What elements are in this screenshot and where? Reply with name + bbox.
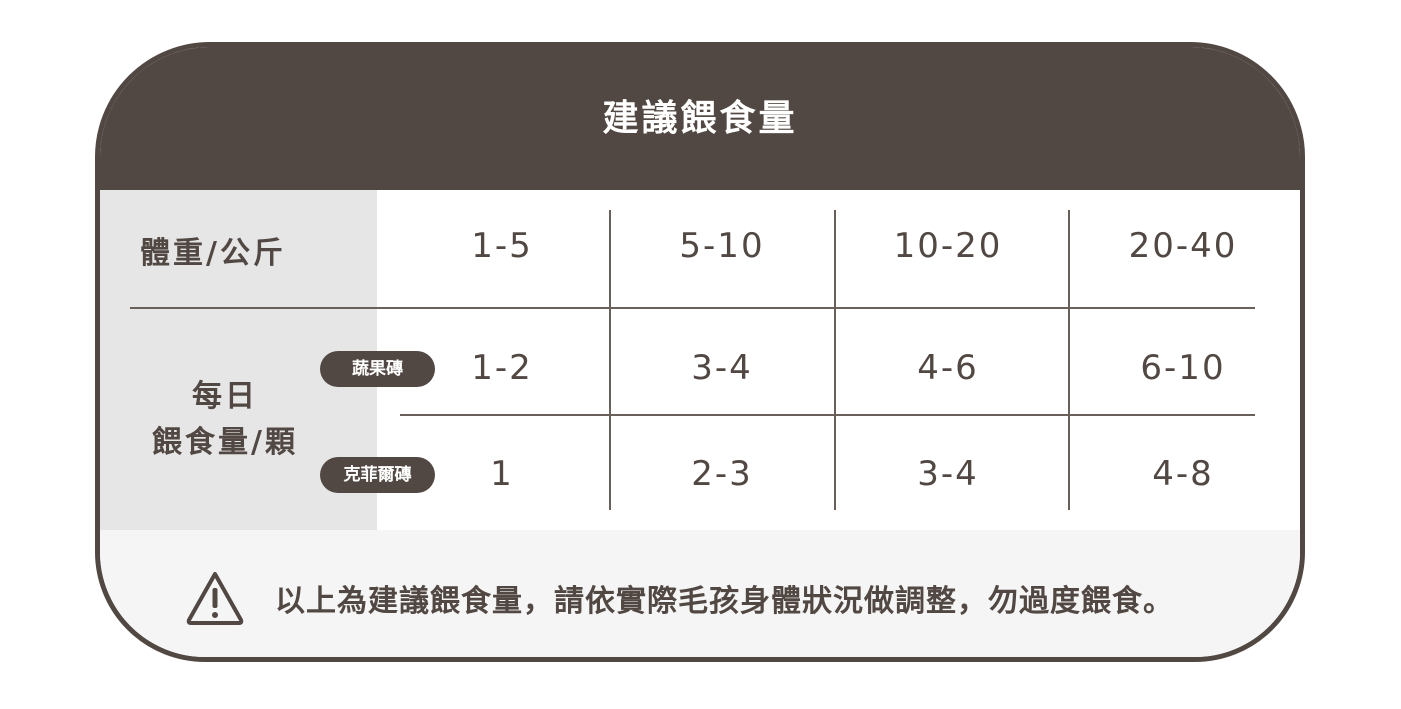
row-label-veg-brick: 蔬果磚 [320, 351, 435, 387]
daily-amount-header-line2: 餵食量/顆 [152, 425, 298, 460]
row-divider [130, 307, 1255, 309]
notice-band [100, 530, 1300, 657]
notice: 以上為建議餵食量，請依實際毛孩身體狀況做調整，勿過度餵食。 [185, 570, 1174, 626]
veg-brick-cell: 1-2 [471, 348, 533, 388]
veg-brick-cell: 4-6 [917, 348, 979, 388]
column-divider [834, 210, 836, 510]
feeding-guide-card: 建議餵食量 [95, 42, 1305, 662]
daily-amount-header-line1: 每日 [192, 379, 258, 414]
weight-cell: 1-5 [471, 226, 533, 266]
veg-brick-cell: 3-4 [691, 348, 753, 388]
kefir-brick-cell: 4-8 [1152, 454, 1214, 494]
page-title: 建議餵食量 [100, 47, 1300, 190]
kefir-brick-cell: 2-3 [691, 454, 753, 494]
weight-cell: 5-10 [679, 226, 765, 266]
weight-cell: 10-20 [893, 226, 1003, 266]
row-divider [400, 414, 1255, 416]
daily-amount-header: 每日 餵食量/顆 [140, 374, 310, 466]
row-label-kefir-brick: 克菲爾磚 [320, 457, 435, 493]
warning-icon [186, 572, 244, 625]
notice-text: 以上為建議餵食量，請依實際毛孩身體狀況做調整，勿過度餵食。 [275, 584, 1174, 619]
column-divider [609, 210, 611, 510]
kefir-brick-cell: 1 [490, 454, 514, 494]
column-divider [1068, 210, 1070, 510]
weight-cell: 20-40 [1128, 226, 1238, 266]
veg-brick-cell: 6-10 [1140, 348, 1226, 388]
kefir-brick-cell: 3-4 [917, 454, 979, 494]
weight-header: 體重/公斤 [140, 236, 286, 271]
